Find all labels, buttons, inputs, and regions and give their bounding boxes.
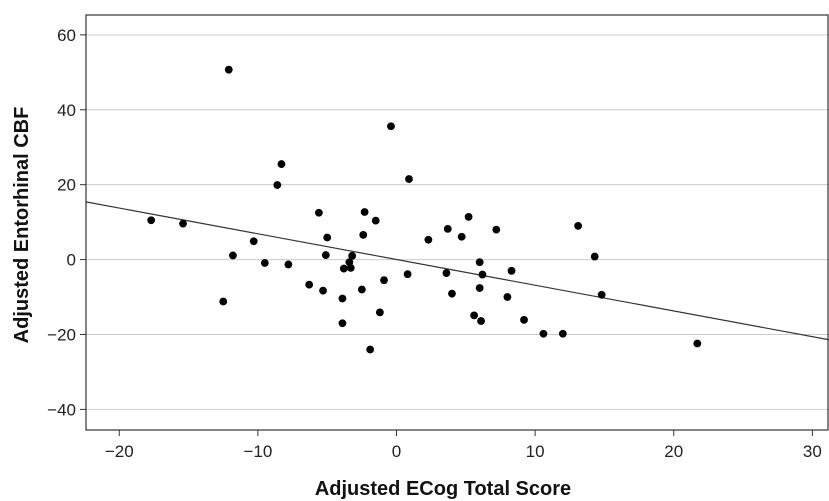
data-point <box>338 319 347 328</box>
data-point <box>224 65 233 74</box>
data-point <box>323 233 332 242</box>
data-point <box>348 251 357 260</box>
data-point <box>442 269 451 277</box>
regression-line <box>85 201 829 341</box>
data-point <box>375 308 384 317</box>
x-tick-label: −20 <box>105 442 134 461</box>
data-point <box>558 329 567 338</box>
data-point <box>693 339 702 348</box>
data-point <box>249 237 258 246</box>
data-point <box>597 290 606 299</box>
data-point <box>520 315 528 324</box>
x-tick-label: 0 <box>392 442 401 461</box>
data-point <box>339 264 348 273</box>
y-tick-label: 40 <box>57 101 76 120</box>
data-point <box>590 252 599 261</box>
data-point <box>229 251 237 260</box>
y-tick-label: −20 <box>47 325 76 344</box>
data-point <box>424 235 433 244</box>
data-point <box>448 289 456 298</box>
data-point <box>366 345 375 354</box>
data-point <box>357 285 366 294</box>
data-point <box>475 258 484 267</box>
data-point <box>338 294 347 303</box>
data-point <box>443 224 452 233</box>
x-tick-label: 10 <box>526 442 545 461</box>
data-point <box>273 181 282 189</box>
y-tick-label: −40 <box>47 400 76 419</box>
data-point <box>314 208 323 217</box>
data-point <box>359 230 368 239</box>
data-point <box>319 286 327 295</box>
data-point <box>470 311 479 320</box>
data-point <box>574 221 582 230</box>
y-tick-label: 0 <box>67 251 76 270</box>
data-point <box>464 212 473 221</box>
data-point <box>147 216 156 225</box>
x-tick-label: 20 <box>664 442 683 461</box>
x-tick-label: −10 <box>243 442 272 461</box>
data-point <box>284 260 293 269</box>
data-point <box>179 219 187 228</box>
data-point <box>219 297 228 306</box>
data-point <box>387 122 395 131</box>
data-point <box>477 317 485 325</box>
data-point <box>346 263 355 272</box>
grid-layer <box>86 34 829 410</box>
data-point <box>360 208 369 216</box>
data-point <box>457 232 466 241</box>
points-layer <box>147 65 702 354</box>
axis-layer: −40 −20 0 20 40 60 −20 −10 0 10 20 30 <box>47 26 822 461</box>
data-point <box>503 293 512 301</box>
data-point <box>507 266 516 275</box>
data-point <box>277 160 286 168</box>
x-axis-title: Adjusted ECog Total Score <box>315 478 571 500</box>
y-axis-title: Adjusted Entorhinal CBF <box>11 107 33 344</box>
y-tick-label: 60 <box>57 26 76 45</box>
data-point <box>371 216 380 225</box>
data-point <box>403 270 412 279</box>
data-point <box>321 251 330 259</box>
data-point <box>478 270 487 279</box>
fit-line-layer <box>85 201 829 341</box>
data-point <box>405 175 413 183</box>
data-point <box>260 259 269 267</box>
data-point <box>539 329 548 338</box>
y-tick-label: 20 <box>57 176 76 195</box>
data-point <box>380 276 388 285</box>
x-tick-label: 30 <box>803 442 822 461</box>
data-point <box>475 284 484 292</box>
plot-frame <box>85 14 829 431</box>
data-point <box>492 225 501 234</box>
data-point <box>305 280 314 289</box>
